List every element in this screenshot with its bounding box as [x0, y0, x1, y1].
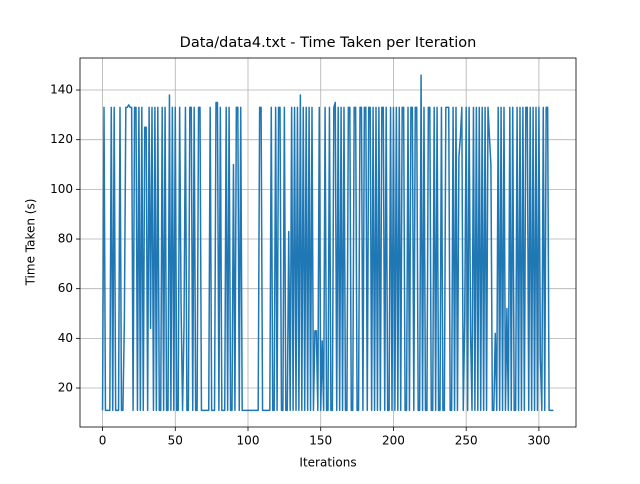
x-tick-label: 300 — [527, 434, 550, 448]
plot-frame — [79, 57, 577, 428]
y-tick-label: 140 — [50, 83, 73, 97]
y-tick-label: 40 — [58, 331, 73, 345]
y-tick-label: 120 — [50, 132, 73, 146]
y-axis-label: Time Taken (s) — [24, 199, 38, 287]
x-tick-label: 250 — [455, 434, 478, 448]
x-tick-label: 50 — [168, 434, 183, 448]
x-tick-label: 100 — [237, 434, 260, 448]
x-axis-label: Iterations — [299, 456, 356, 470]
y-tick-label: 60 — [58, 281, 73, 295]
y-tick-label: 80 — [58, 232, 73, 246]
y-tick-label: 100 — [50, 182, 73, 196]
chart-title: Data/data4.txt - Time Taken per Iteratio… — [180, 35, 477, 51]
data-line — [101, 74, 554, 412]
y-tick-label: 20 — [58, 381, 73, 395]
x-tick-label: 150 — [309, 434, 332, 448]
x-tick-label: 200 — [382, 434, 405, 448]
x-tick-label: 0 — [99, 434, 107, 448]
